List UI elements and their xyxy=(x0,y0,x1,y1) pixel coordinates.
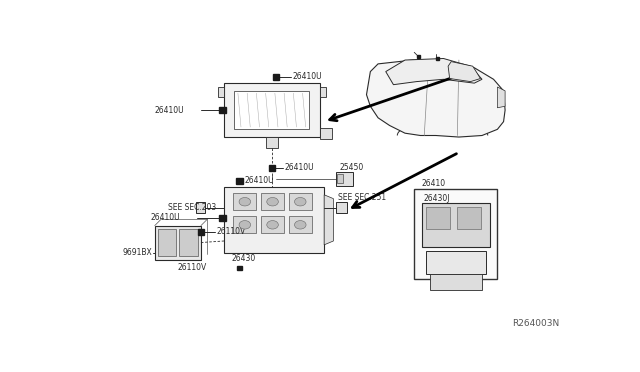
Text: 26410U: 26410U xyxy=(244,176,274,185)
Polygon shape xyxy=(266,137,278,148)
Text: SEE SEC.251: SEE SEC.251 xyxy=(338,193,386,202)
Polygon shape xyxy=(224,187,324,253)
Text: 9691BX: 9691BX xyxy=(122,248,152,257)
Polygon shape xyxy=(336,202,348,213)
Ellipse shape xyxy=(239,198,251,206)
Bar xyxy=(198,229,204,235)
Polygon shape xyxy=(224,83,320,137)
Text: 26110V: 26110V xyxy=(216,227,246,236)
Polygon shape xyxy=(426,207,451,229)
Ellipse shape xyxy=(267,221,278,229)
Bar xyxy=(273,74,279,80)
Polygon shape xyxy=(386,58,482,85)
Polygon shape xyxy=(234,91,308,129)
Polygon shape xyxy=(218,87,224,97)
Polygon shape xyxy=(155,225,201,260)
Polygon shape xyxy=(234,217,257,233)
Text: 26410U: 26410U xyxy=(292,73,322,81)
Polygon shape xyxy=(320,87,326,97)
Bar xyxy=(236,178,243,184)
Bar xyxy=(269,165,275,171)
Text: 26110V: 26110V xyxy=(178,263,207,272)
Bar xyxy=(220,107,225,113)
Ellipse shape xyxy=(294,198,306,206)
Polygon shape xyxy=(234,193,257,210)
Polygon shape xyxy=(261,217,284,233)
Bar xyxy=(220,215,225,221)
Polygon shape xyxy=(422,203,490,247)
Text: 26410U: 26410U xyxy=(155,106,184,115)
Text: 26430J: 26430J xyxy=(424,194,450,203)
Polygon shape xyxy=(367,60,505,137)
Polygon shape xyxy=(158,230,176,256)
Text: 26410U: 26410U xyxy=(285,163,314,172)
Polygon shape xyxy=(320,128,332,139)
Text: 25450: 25450 xyxy=(340,163,364,171)
Polygon shape xyxy=(336,172,353,186)
Text: 26410: 26410 xyxy=(422,179,446,188)
Polygon shape xyxy=(448,62,481,81)
Ellipse shape xyxy=(239,221,251,229)
Polygon shape xyxy=(414,189,497,279)
Polygon shape xyxy=(289,217,312,233)
Text: 26410U: 26410U xyxy=(151,214,180,222)
Polygon shape xyxy=(337,174,344,183)
Ellipse shape xyxy=(294,221,306,229)
Bar xyxy=(436,57,439,60)
Polygon shape xyxy=(324,195,333,245)
Polygon shape xyxy=(196,202,205,213)
Text: 26411: 26411 xyxy=(429,263,454,272)
Ellipse shape xyxy=(267,198,278,206)
Polygon shape xyxy=(456,207,481,229)
Text: 26430: 26430 xyxy=(232,254,256,263)
Text: SEE SEC.203: SEE SEC.203 xyxy=(168,203,216,212)
Polygon shape xyxy=(261,193,284,210)
Text: R264003N: R264003N xyxy=(512,319,559,328)
Polygon shape xyxy=(429,274,482,289)
Polygon shape xyxy=(179,230,198,256)
Bar xyxy=(417,55,420,58)
Polygon shape xyxy=(289,193,312,210)
Polygon shape xyxy=(426,251,486,274)
Polygon shape xyxy=(497,87,505,108)
Bar xyxy=(237,266,242,270)
